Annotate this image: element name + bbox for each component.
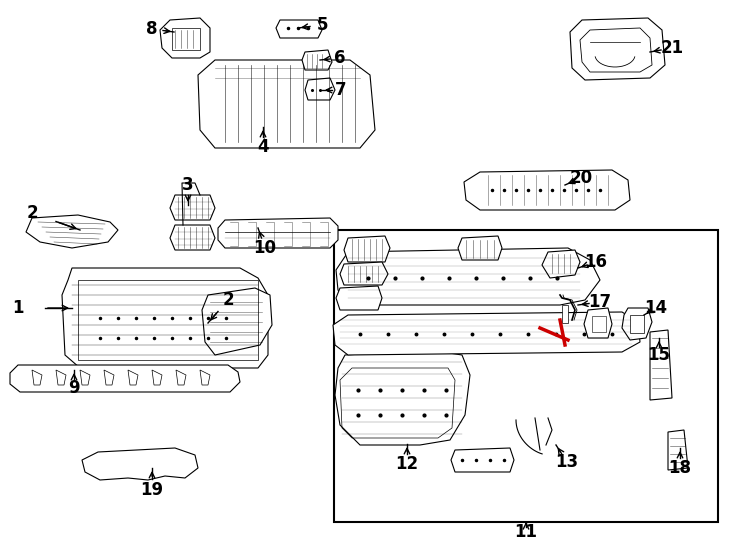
Polygon shape xyxy=(32,370,42,385)
Text: 2: 2 xyxy=(26,204,38,222)
Polygon shape xyxy=(305,78,335,100)
Polygon shape xyxy=(80,370,90,385)
Polygon shape xyxy=(160,18,210,58)
Text: 4: 4 xyxy=(257,138,269,156)
Text: 5: 5 xyxy=(316,16,328,34)
Bar xyxy=(172,28,200,50)
Polygon shape xyxy=(333,312,640,355)
Polygon shape xyxy=(464,170,630,210)
Text: 2: 2 xyxy=(222,291,234,309)
Polygon shape xyxy=(104,370,114,385)
Polygon shape xyxy=(198,60,375,148)
Polygon shape xyxy=(170,225,215,250)
Text: 17: 17 xyxy=(589,293,611,311)
Polygon shape xyxy=(302,50,332,70)
Polygon shape xyxy=(26,215,118,248)
Polygon shape xyxy=(218,218,338,248)
Text: 15: 15 xyxy=(647,346,670,364)
Polygon shape xyxy=(10,365,240,392)
Polygon shape xyxy=(336,248,600,305)
Bar xyxy=(592,316,606,332)
Text: 9: 9 xyxy=(68,379,80,397)
Text: 7: 7 xyxy=(335,81,346,99)
Polygon shape xyxy=(451,448,514,472)
Polygon shape xyxy=(200,370,210,385)
Polygon shape xyxy=(570,18,665,80)
Polygon shape xyxy=(622,308,652,340)
Text: 6: 6 xyxy=(334,49,346,67)
Text: 12: 12 xyxy=(396,455,418,473)
Polygon shape xyxy=(668,430,688,470)
Polygon shape xyxy=(152,370,162,385)
Text: 11: 11 xyxy=(515,523,537,540)
Polygon shape xyxy=(584,308,612,338)
Text: 16: 16 xyxy=(584,253,608,271)
Polygon shape xyxy=(650,330,672,400)
Polygon shape xyxy=(56,370,66,385)
Polygon shape xyxy=(344,236,390,262)
Bar xyxy=(334,230,718,522)
Polygon shape xyxy=(542,250,580,278)
Text: 1: 1 xyxy=(12,299,23,317)
Polygon shape xyxy=(62,268,268,368)
Polygon shape xyxy=(458,236,502,260)
Text: 13: 13 xyxy=(556,453,578,471)
Text: 19: 19 xyxy=(140,481,164,499)
Text: 14: 14 xyxy=(644,299,667,317)
Bar xyxy=(630,315,644,333)
Polygon shape xyxy=(170,195,215,220)
Text: 10: 10 xyxy=(253,239,277,257)
Polygon shape xyxy=(336,286,382,310)
Bar xyxy=(78,280,258,360)
Text: 18: 18 xyxy=(669,459,691,477)
Polygon shape xyxy=(202,288,272,355)
Polygon shape xyxy=(128,370,138,385)
Text: 8: 8 xyxy=(146,20,158,38)
Polygon shape xyxy=(340,262,388,285)
Polygon shape xyxy=(82,448,198,480)
Text: 3: 3 xyxy=(182,176,194,194)
Polygon shape xyxy=(276,20,322,38)
Polygon shape xyxy=(176,370,186,385)
Bar xyxy=(562,305,568,323)
Text: 20: 20 xyxy=(570,169,592,187)
Polygon shape xyxy=(580,28,652,72)
Polygon shape xyxy=(335,350,470,445)
Text: 21: 21 xyxy=(661,39,683,57)
